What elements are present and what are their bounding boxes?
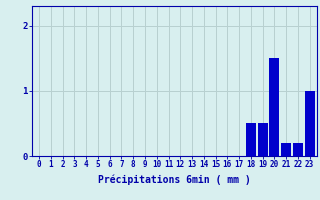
Bar	[293, 143, 303, 156]
Bar	[281, 143, 291, 156]
Bar	[246, 123, 256, 156]
Bar	[305, 91, 315, 156]
X-axis label: Précipitations 6min ( mm ): Précipitations 6min ( mm )	[98, 175, 251, 185]
Bar	[269, 58, 279, 156]
Bar	[258, 123, 268, 156]
